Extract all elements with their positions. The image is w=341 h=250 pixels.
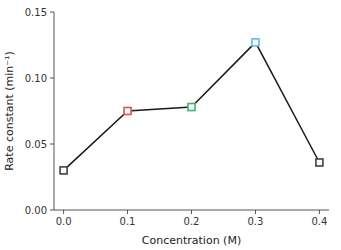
y-axis-line [54,12,55,210]
x-tick [319,210,320,214]
x-tick [255,210,256,214]
x-tick-label: 0.0 [56,216,72,227]
y-tick-label: 0.00 [25,205,47,216]
marker [252,39,259,46]
y-axis-label: Rate constant (min⁻¹) [3,51,16,171]
x-tick-label: 0.4 [311,216,327,227]
y-tick [50,78,54,79]
x-tick [191,210,192,214]
marker [316,159,323,166]
y-tick-label: 0.15 [25,7,47,18]
y-tick [50,144,54,145]
y-tick-label: 0.05 [25,139,47,150]
marker [124,108,131,115]
plot-area [60,39,323,174]
x-tick [63,210,64,214]
x-tick-label: 0.1 [120,216,136,227]
x-tick-label: 0.3 [248,216,264,227]
chart: 0.0 0.1 0.2 0.3 0.4 0.00 0.05 0.10 0.15 Concentra… [0,0,341,250]
y-tick [50,12,54,13]
x-axis-label: Concentration (M) [142,234,241,247]
y-tick [50,210,54,211]
y-tick-label: 0.10 [25,73,47,84]
line [64,42,320,170]
chart-container: 0.0 0.1 0.2 0.3 0.4 0.00 0.05 0.10 0.15 Concentra… [0,0,341,250]
x-tick-label: 0.2 [184,216,200,227]
marker [188,104,195,111]
x-tick [127,210,128,214]
marker [60,167,67,174]
